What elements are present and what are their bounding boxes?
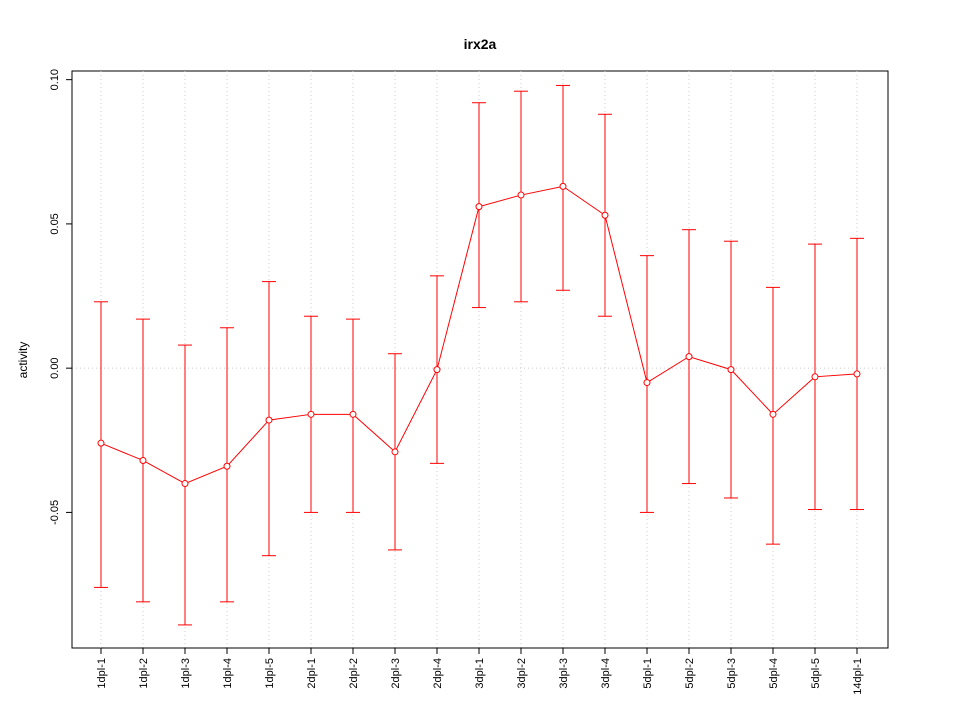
data-point xyxy=(349,410,357,418)
data-point xyxy=(559,182,567,190)
x-tick-label: 2dpl-1 xyxy=(306,658,318,689)
chart-title: irx2a xyxy=(464,36,497,52)
plot-frame xyxy=(71,70,889,649)
data-point xyxy=(727,366,735,374)
data-point xyxy=(97,439,105,447)
x-tick-label: 5dpl-5 xyxy=(810,658,822,689)
series-layer xyxy=(94,84,864,626)
grid-layer xyxy=(72,71,888,648)
x-tick-label: 5dpl-4 xyxy=(768,658,780,689)
x-tick-label: 5dpl-3 xyxy=(726,658,738,689)
data-point xyxy=(811,373,819,381)
data-point xyxy=(139,456,147,464)
data-point xyxy=(433,366,441,374)
x-tick-label: 2dpl-4 xyxy=(432,658,444,689)
y-tick-label: 0.10 xyxy=(49,69,61,90)
y-tick-label: -0.05 xyxy=(49,500,61,525)
x-tick-label: 3dpl-3 xyxy=(558,658,570,689)
data-point xyxy=(307,410,315,418)
data-point xyxy=(223,462,231,470)
x-tick-label: 1dpl-2 xyxy=(138,658,150,689)
y-axis: -0.05 0.00 0.05 0.10 xyxy=(49,69,73,525)
x-tick-label: 5dpl-2 xyxy=(684,658,696,689)
x-tick-label: 1dpl-4 xyxy=(222,658,234,689)
x-tick-label: 1dpl-1 xyxy=(96,658,108,689)
data-point xyxy=(391,448,399,456)
data-point xyxy=(601,211,609,219)
data-point xyxy=(769,410,777,418)
data-point xyxy=(685,353,693,361)
x-tick-label: 3dpl-4 xyxy=(600,658,612,689)
data-point xyxy=(265,416,273,424)
y-tick-label: 0.00 xyxy=(49,357,61,378)
x-tick-label: 1dpl-3 xyxy=(180,658,192,689)
x-tick-label: 3dpl-2 xyxy=(516,658,528,689)
x-axis: 1dpl-1 1dpl-2 1dpl-3 1dpl-4 1dpl-5 2dpl-1 2dpl… xyxy=(96,647,864,695)
data-point xyxy=(475,203,483,211)
x-tick-label: 5dpl-1 xyxy=(642,658,654,689)
y-axis-label: activity xyxy=(16,342,30,379)
x-tick-label: 1dpl-5 xyxy=(264,658,276,689)
x-tick-label: 3dpl-1 xyxy=(474,658,486,689)
data-point xyxy=(517,191,525,199)
y-tick-label: 0.05 xyxy=(49,213,61,234)
x-tick-label: 2dpl-2 xyxy=(348,658,360,689)
data-point xyxy=(853,370,861,378)
x-tick-label: 14dpl-1 xyxy=(852,658,864,695)
data-point xyxy=(181,480,189,488)
x-tick-label: 2dpl-3 xyxy=(390,658,402,689)
data-point xyxy=(643,379,651,387)
